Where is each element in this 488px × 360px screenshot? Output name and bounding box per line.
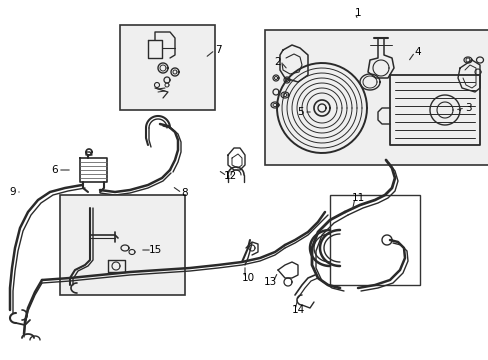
Text: 8: 8 <box>182 188 188 198</box>
Text: 2: 2 <box>274 57 281 67</box>
Text: 9: 9 <box>10 187 16 197</box>
Text: 5: 5 <box>297 107 304 117</box>
Bar <box>264 30 488 165</box>
Text: 4: 4 <box>414 47 421 57</box>
Text: 11: 11 <box>351 193 364 203</box>
Text: 3: 3 <box>464 103 470 113</box>
Text: 1: 1 <box>354 8 361 18</box>
Text: 15: 15 <box>148 245 162 255</box>
Text: 6: 6 <box>52 165 58 175</box>
Text: 14: 14 <box>291 305 304 315</box>
Text: 7: 7 <box>214 45 221 55</box>
Bar <box>329 195 419 285</box>
Text: 10: 10 <box>241 273 254 283</box>
Text: 12: 12 <box>223 171 236 181</box>
Text: 13: 13 <box>263 277 276 287</box>
Bar <box>120 25 215 110</box>
Bar <box>60 195 184 295</box>
